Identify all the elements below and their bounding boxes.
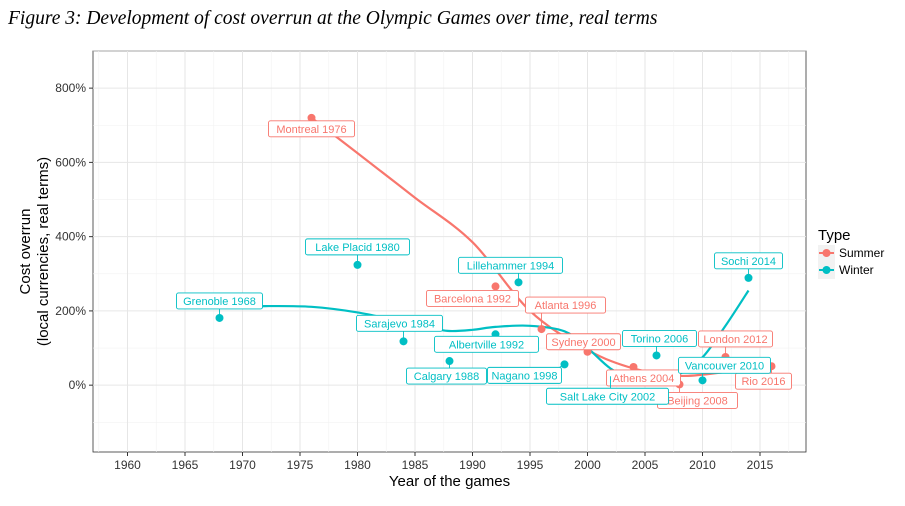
label-box-vancouver-2010 <box>678 356 771 374</box>
label-box-atlanta-1996 <box>525 296 606 314</box>
point-label-athens-2004: Athens 2004 <box>613 373 675 385</box>
x-tick-label: 2000 <box>574 458 601 472</box>
label-box-lillehammer-1994 <box>458 256 563 274</box>
label-box-grenoble-1968 <box>176 292 263 310</box>
legend-key-point <box>822 266 831 274</box>
label-box-calgary-1988 <box>406 367 487 385</box>
data-point <box>307 113 316 122</box>
figure-title: Figure 3: Development of cost overrun at… <box>8 8 658 29</box>
x-tick-label: 1970 <box>229 458 256 472</box>
point-label-albertville-1992: Albertville 1992 <box>449 339 524 351</box>
label-connector-nagano-1998 <box>559 363 565 368</box>
y-tick-label: 200% <box>55 304 86 318</box>
x-tick-label: 1990 <box>459 458 486 472</box>
label-box-albertville-1992 <box>434 335 539 353</box>
label-box-athens-2004 <box>606 369 681 387</box>
y-tick-label: 600% <box>55 155 86 169</box>
point-label-atlanta-1996: Atlanta 1996 <box>535 300 597 312</box>
trend-line-summer <box>310 116 772 378</box>
legend-label-winter: Winter <box>839 263 874 277</box>
y-axis-subtitle: (local currencies, real terms) <box>35 157 52 346</box>
x-tick-label: 1965 <box>172 458 199 472</box>
point-label-lillehammer-1994: Lillehammer 1994 <box>467 260 554 272</box>
x-tick-label: 2010 <box>689 458 716 472</box>
label-box-lake-placid-1980 <box>305 238 410 256</box>
x-tick-label: 1980 <box>344 458 371 472</box>
x-tick-label: 1985 <box>402 458 429 472</box>
point-label-london-2012: London 2012 <box>703 334 767 346</box>
y-tick-label: 400% <box>55 230 86 244</box>
x-axis-title: Year of the games <box>389 473 510 490</box>
point-label-beijing-2008: Beijing 2008 <box>667 395 728 407</box>
x-tick-label: 1975 <box>287 458 314 472</box>
point-label-lake-placid-1980: Lake Placid 1980 <box>315 242 399 254</box>
point-label-barcelona-1992: Barcelona 1992 <box>434 293 511 305</box>
point-label-grenoble-1968: Grenoble 1968 <box>183 296 256 308</box>
x-tick-label: 2005 <box>632 458 659 472</box>
x-tick-label: 2015 <box>747 458 774 472</box>
x-tick-label: 1995 <box>517 458 544 472</box>
plot-panel <box>92 50 807 453</box>
point-label-calgary-1988: Calgary 1988 <box>414 371 479 383</box>
point-label-salt-lake-city-2002: Salt Lake City 2002 <box>560 391 655 403</box>
label-box-london-2012 <box>698 330 773 348</box>
point-label-rio-2016: Rio 2016 <box>741 376 785 388</box>
point-label-sydney-2000: Sydney 2000 <box>551 337 615 349</box>
legend-title: Type <box>818 227 851 244</box>
label-box-sydney-2000 <box>546 333 621 351</box>
data-point <box>629 362 638 371</box>
point-label-sochi-2014: Sochi 2014 <box>721 256 776 268</box>
point-label-vancouver-2010: Vancouver 2010 <box>685 360 764 372</box>
legend-label-summer: Summer <box>839 246 884 260</box>
label-box-sarajevo-1984 <box>356 314 443 332</box>
label-box-barcelona-1992 <box>426 289 519 307</box>
label-box-montreal-1976 <box>268 120 355 138</box>
point-label-nagano-1998: Nagano 1998 <box>491 370 557 382</box>
point-label-sarajevo-1984: Sarajevo 1984 <box>364 318 435 330</box>
point-label-torino-2006: Torino 2006 <box>631 333 689 345</box>
y-axis-title: Cost overrun <box>17 209 34 295</box>
label-box-sochi-2014 <box>714 252 783 270</box>
y-tick-label: 0% <box>69 378 87 392</box>
y-tick-label: 800% <box>55 81 86 95</box>
label-box-salt-lake-city-2002 <box>546 387 669 405</box>
legend-key-point <box>822 249 831 257</box>
label-box-torino-2006 <box>622 330 697 347</box>
label-box-nagano-1998 <box>487 366 562 384</box>
x-tick-label: 1960 <box>114 458 141 472</box>
point-label-montreal-1976: Montreal 1976 <box>276 124 346 136</box>
